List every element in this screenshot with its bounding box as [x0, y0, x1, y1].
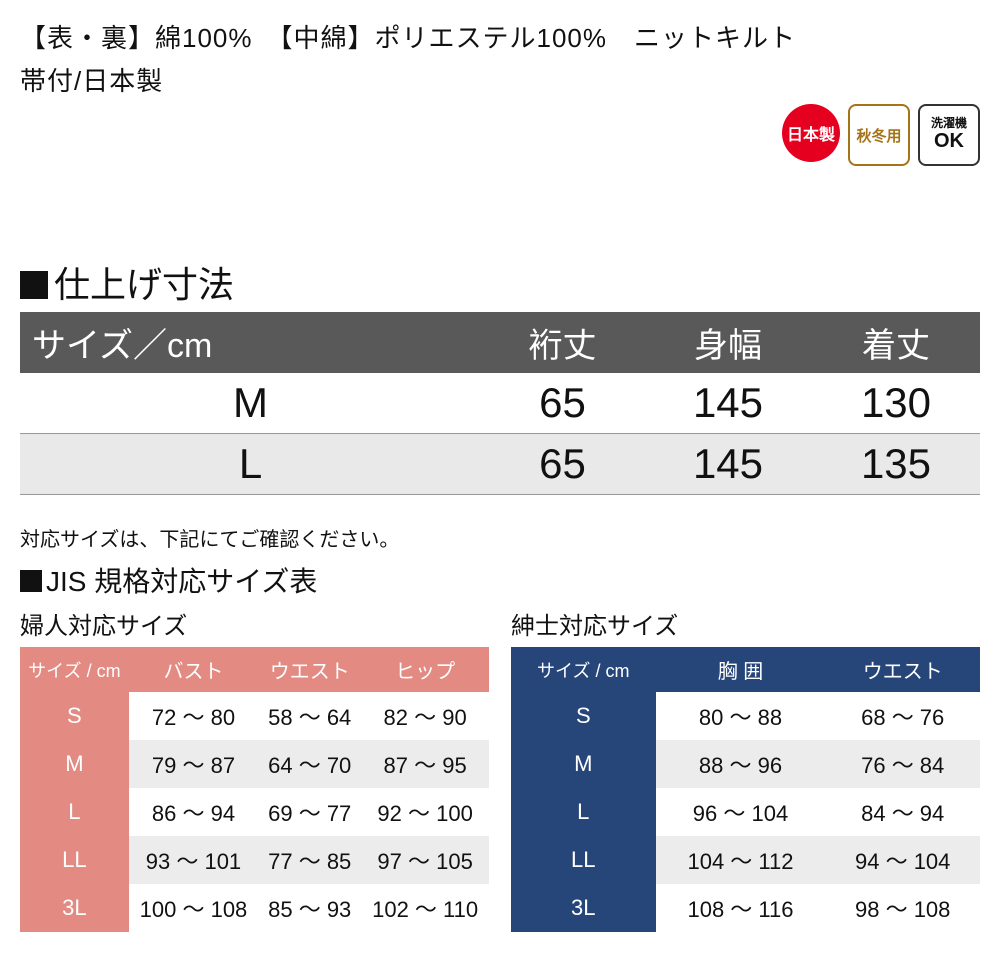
table-col-header: 胸 囲: [656, 647, 826, 692]
table-cell: 68 〜 76: [825, 692, 980, 740]
table-col-header: 着丈: [812, 312, 980, 373]
size-cell: M: [20, 373, 481, 434]
women-size-table: サイズ / cmバストウエストヒップ S72 〜 8058 〜 6482 〜 9…: [20, 647, 489, 932]
table-col-header: ウエスト: [258, 647, 361, 692]
table-cell: 98 〜 108: [825, 884, 980, 932]
table-row: L65145135: [20, 434, 980, 495]
table-header-row: サイズ / cmバストウエストヒップ: [20, 647, 489, 692]
table-cell: 104 〜 112: [656, 836, 826, 884]
square-bullet-icon: [20, 570, 42, 592]
table-cell: 102 〜 110: [361, 884, 489, 932]
table-cell: 135: [812, 434, 980, 495]
size-cell: L: [20, 434, 481, 495]
table-col-header: ウエスト: [825, 647, 980, 692]
table-cell: 108 〜 116: [656, 884, 826, 932]
table-cell: 72 〜 80: [129, 692, 258, 740]
table-cell: 96 〜 104: [656, 788, 826, 836]
table-row: S80 〜 8868 〜 76: [511, 692, 980, 740]
table-col-header: サイズ / cm: [511, 647, 656, 692]
badge-season: 秋冬用: [848, 104, 910, 166]
table-cell: 69 〜 77: [258, 788, 361, 836]
table-cell: 100 〜 108: [129, 884, 258, 932]
size-note: 対応サイズは、下記にてご確認ください。: [20, 523, 980, 552]
table-cell: 76 〜 84: [825, 740, 980, 788]
size-cell: L: [20, 788, 129, 836]
men-subtitle: 紳士対応サイズ: [511, 606, 980, 641]
table-cell: 82 〜 90: [361, 692, 489, 740]
table-row: S72 〜 8058 〜 6482 〜 90: [20, 692, 489, 740]
table-cell: 77 〜 85: [258, 836, 361, 884]
table-row: LL93 〜 10177 〜 8597 〜 105: [20, 836, 489, 884]
table-col-header: ヒップ: [361, 647, 489, 692]
table-cell: 97 〜 105: [361, 836, 489, 884]
table-cell: 65: [481, 434, 644, 495]
table-row: L86 〜 9469 〜 7792 〜 100: [20, 788, 489, 836]
table-cell: 64 〜 70: [258, 740, 361, 788]
table-row: 3L108 〜 11698 〜 108: [511, 884, 980, 932]
table-header-row: サイズ / cm胸 囲ウエスト: [511, 647, 980, 692]
table-cell: 145: [644, 373, 812, 434]
table-cell: 86 〜 94: [129, 788, 258, 836]
women-subtitle: 婦人対応サイズ: [20, 606, 489, 641]
badge-washable: 洗濯機 OK: [918, 104, 980, 166]
table-cell: 80 〜 88: [656, 692, 826, 740]
table-col-header: 身幅: [644, 312, 812, 373]
table-col-header: サイズ／cm: [20, 312, 481, 373]
material-line-2: 帯付/日本製: [20, 61, 980, 98]
jis-title-text: JIS 規格対応サイズ表: [46, 566, 317, 597]
table-col-header: 裄丈: [481, 312, 644, 373]
badge-wash-top: 洗濯機: [931, 117, 967, 131]
table-cell: 65: [481, 373, 644, 434]
section-title-jis: JIS 規格対応サイズ表: [20, 560, 980, 600]
table-col-header: サイズ / cm: [20, 647, 129, 692]
table-row: 3L100 〜 10885 〜 93102 〜 110: [20, 884, 489, 932]
size-cell: LL: [20, 836, 129, 884]
table-row: L96 〜 10484 〜 94: [511, 788, 980, 836]
table-cell: 93 〜 101: [129, 836, 258, 884]
square-bullet-icon: [20, 271, 48, 299]
table-cell: 58 〜 64: [258, 692, 361, 740]
table-cell: 145: [644, 434, 812, 495]
table-cell: 85 〜 93: [258, 884, 361, 932]
table-cell: 84 〜 94: [825, 788, 980, 836]
table-row: M79 〜 8764 〜 7087 〜 95: [20, 740, 489, 788]
table-row: M65145130: [20, 373, 980, 434]
size-cell: M: [20, 740, 129, 788]
finish-size-table: サイズ／cm裄丈身幅着丈 M65145130L65145135: [20, 312, 980, 495]
table-cell: 79 〜 87: [129, 740, 258, 788]
badge-row: 日本製 秋冬用 洗濯機 OK: [782, 104, 980, 166]
size-cell: LL: [511, 836, 656, 884]
size-cell: S: [511, 692, 656, 740]
size-cell: S: [20, 692, 129, 740]
section-title-text: 仕上げ寸法: [54, 264, 234, 305]
table-row: LL104 〜 11294 〜 104: [511, 836, 980, 884]
men-size-table: サイズ / cm胸 囲ウエスト S80 〜 8868 〜 76M88 〜 967…: [511, 647, 980, 932]
size-cell: 3L: [511, 884, 656, 932]
table-row: M88 〜 9676 〜 84: [511, 740, 980, 788]
badge-made-in-japan: 日本製: [782, 104, 840, 162]
table-cell: 88 〜 96: [656, 740, 826, 788]
section-title-finish-size: 仕上げ寸法: [20, 256, 980, 308]
size-cell: M: [511, 740, 656, 788]
table-cell: 94 〜 104: [825, 836, 980, 884]
badge-wash-bottom: OK: [934, 130, 964, 153]
table-cell: 87 〜 95: [361, 740, 489, 788]
table-col-header: バスト: [129, 647, 258, 692]
table-header-row: サイズ／cm裄丈身幅着丈: [20, 312, 980, 373]
size-cell: 3L: [20, 884, 129, 932]
material-line-1: 【表・裏】綿100% 【中綿】ポリエステル100% ニットキルト: [20, 18, 980, 55]
table-cell: 92 〜 100: [361, 788, 489, 836]
table-cell: 130: [812, 373, 980, 434]
size-cell: L: [511, 788, 656, 836]
